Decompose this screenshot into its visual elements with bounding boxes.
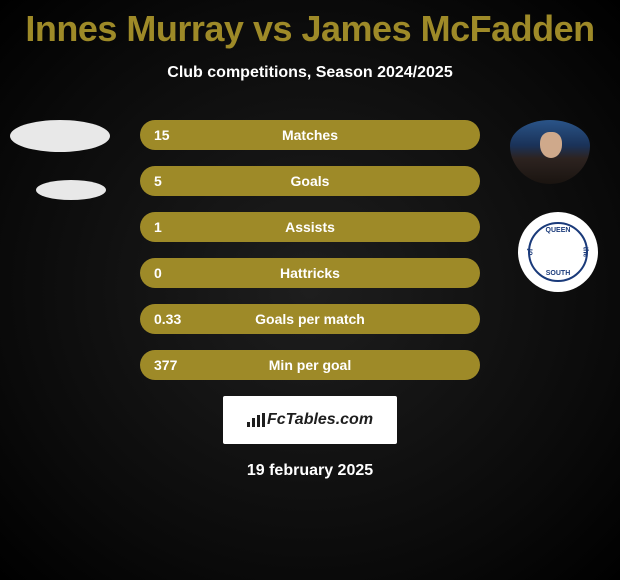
stat-bar-goals: 5 Goals bbox=[140, 166, 480, 196]
season-subtitle: Club competitions, Season 2024/2025 bbox=[0, 64, 620, 82]
stat-value: 15 bbox=[154, 127, 170, 143]
stat-bar-goals-per-match: 0.33 Goals per match bbox=[140, 304, 480, 334]
stat-row: 15 Matches bbox=[0, 120, 620, 150]
stat-value: 5 bbox=[154, 173, 162, 189]
stat-value: 377 bbox=[154, 357, 177, 373]
snapshot-date: 19 february 2025 bbox=[0, 462, 620, 480]
stat-label: Goals bbox=[291, 173, 330, 189]
fctables-logo[interactable]: FcTables.com bbox=[223, 396, 397, 444]
logo-text: FcTables.com bbox=[247, 411, 373, 429]
stat-bar-assists: 1 Assists bbox=[140, 212, 480, 242]
page-title: Innes Murray vs James McFadden bbox=[0, 0, 620, 50]
stat-label: Assists bbox=[285, 219, 335, 235]
stat-row: 1 Assists bbox=[0, 212, 620, 242]
stats-container: 15 Matches 5 Goals 1 Assists 0 Hattricks… bbox=[0, 120, 620, 380]
stat-label: Hattricks bbox=[280, 265, 340, 281]
stat-bar-matches: 15 Matches bbox=[140, 120, 480, 150]
stat-label: Min per goal bbox=[269, 357, 351, 373]
stat-row: 0.33 Goals per match bbox=[0, 304, 620, 334]
stat-value: 1 bbox=[154, 219, 162, 235]
stat-bar-hattricks: 0 Hattricks bbox=[140, 258, 480, 288]
chart-icon bbox=[247, 413, 265, 427]
stat-value: 0 bbox=[154, 265, 162, 281]
stat-value: 0.33 bbox=[154, 311, 181, 327]
stat-row: 377 Min per goal bbox=[0, 350, 620, 380]
stat-row: 5 Goals bbox=[0, 166, 620, 196]
stat-bar-min-per-goal: 377 Min per goal bbox=[140, 350, 480, 380]
logo-label: FcTables.com bbox=[267, 411, 373, 429]
stat-label: Goals per match bbox=[255, 311, 365, 327]
stat-label: Matches bbox=[282, 127, 338, 143]
stat-row: 0 Hattricks bbox=[0, 258, 620, 288]
